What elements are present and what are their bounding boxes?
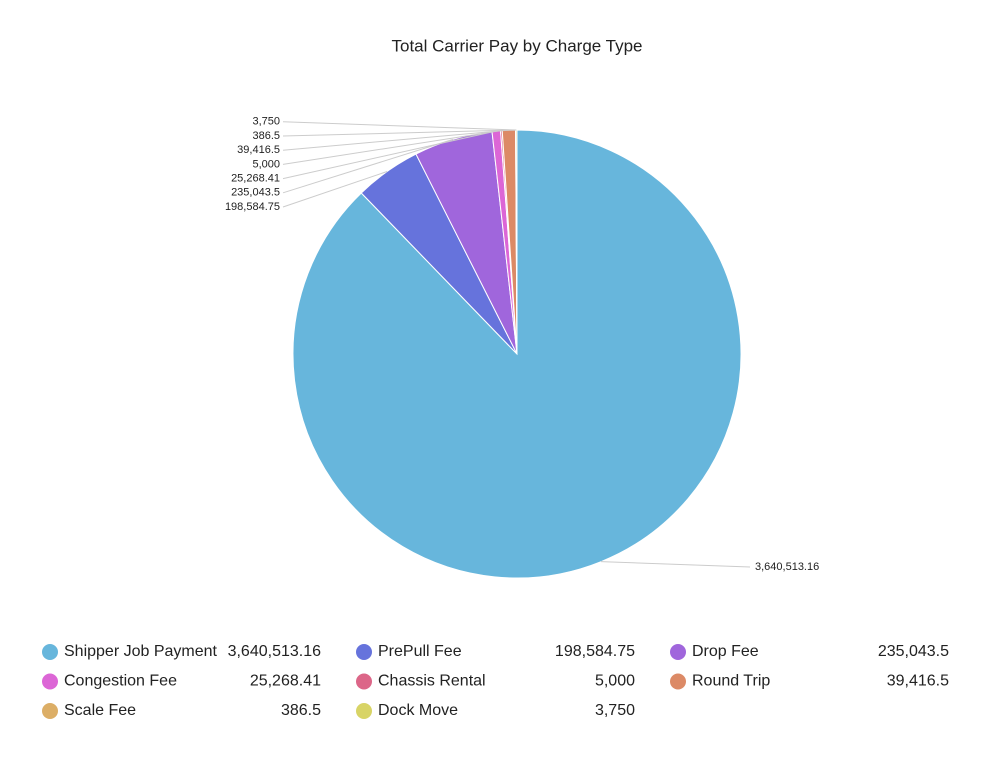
legend-label: Drop Fee xyxy=(692,643,759,660)
legend-value: 198,584.75 xyxy=(555,643,635,660)
legend-value: 3,750 xyxy=(595,702,635,719)
leader-line xyxy=(282,129,516,137)
data-label: 386.5 xyxy=(252,130,280,142)
leader-line xyxy=(282,121,517,131)
legend-marker xyxy=(42,644,58,660)
legend-value: 25,268.41 xyxy=(250,673,321,690)
chart-title: Total Carrier Pay by Charge Type xyxy=(391,36,642,55)
legend-value: 5,000 xyxy=(595,673,635,690)
legend-label: Shipper Job Payment xyxy=(64,643,218,660)
leader-line xyxy=(282,129,509,151)
data-label: 235,043.5 xyxy=(231,187,280,199)
data-label: 39,416.5 xyxy=(237,144,280,156)
legend-value: 386.5 xyxy=(281,702,321,719)
legend-label: Congestion Fee xyxy=(64,673,177,690)
leader-line xyxy=(600,561,751,568)
legend-value: 3,640,513.16 xyxy=(228,643,322,660)
legend-label: Dock Move xyxy=(378,702,458,719)
legend-marker xyxy=(42,673,58,690)
legend-label: Scale Fee xyxy=(64,702,136,719)
legend-marker xyxy=(42,703,58,719)
legend-marker xyxy=(356,703,372,719)
legend-marker xyxy=(670,644,686,660)
legend-marker xyxy=(356,673,372,690)
leader-line xyxy=(282,170,388,208)
legend-marker xyxy=(670,673,686,690)
leader-line xyxy=(282,130,502,165)
legend-marker xyxy=(356,644,372,660)
legend-label: Round Trip xyxy=(692,673,770,690)
legend-value: 235,043.5 xyxy=(878,643,949,660)
leader-line xyxy=(282,130,497,180)
data-label: 3,640,513.16 xyxy=(755,561,819,573)
data-label: 198,584.75 xyxy=(225,201,280,213)
data-label: 3,750 xyxy=(252,116,280,128)
data-label: 25,268.41 xyxy=(231,173,280,185)
leader-line xyxy=(282,138,454,194)
data-label: 5,000 xyxy=(252,158,280,170)
legend-value: 39,416.5 xyxy=(887,673,949,690)
legend-label: Chassis Rental xyxy=(378,673,486,690)
legend-label: PrePull Fee xyxy=(378,643,462,660)
